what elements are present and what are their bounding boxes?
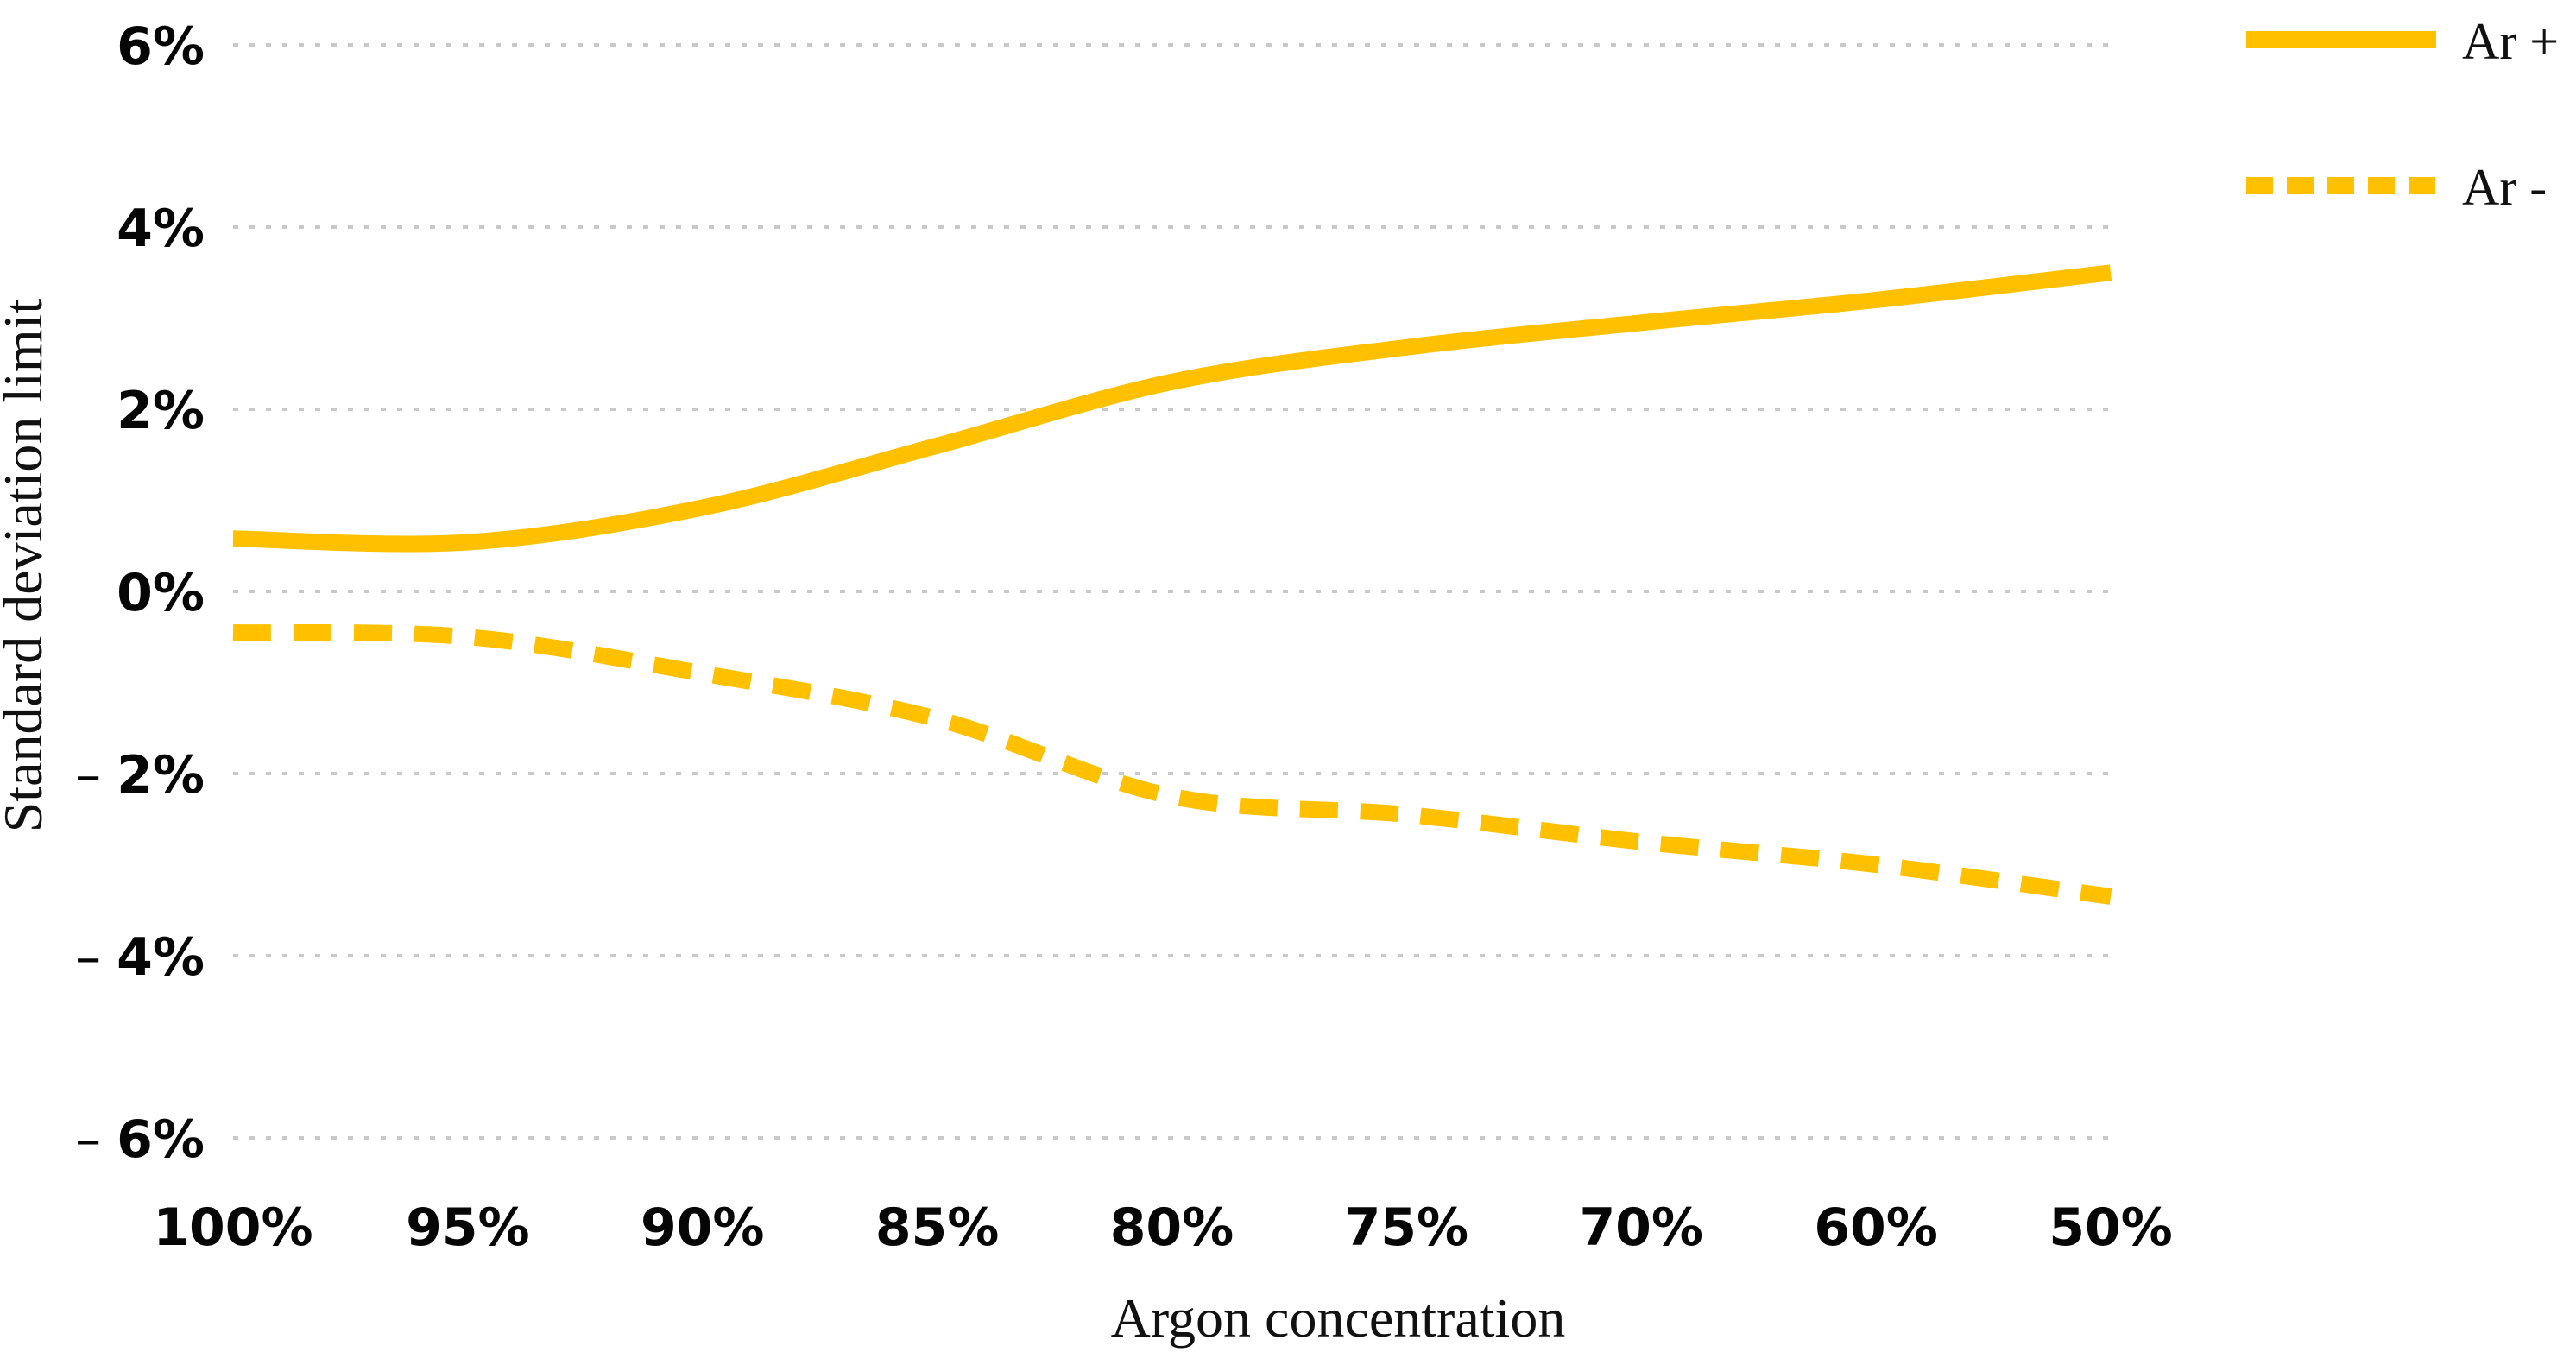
y-tick-label: 0% [117, 563, 205, 623]
x-tick-label: 75% [1345, 1198, 1469, 1258]
legend-label-0: Ar + [2462, 13, 2559, 70]
x-tick-label: 90% [641, 1198, 765, 1258]
x-tick-label: 50% [2049, 1198, 2173, 1258]
y-tick-label: 4% [117, 199, 205, 259]
x-axis-tick-labels: 100% 95% 90% 85% 80% 75% 70% 60% 50% [153, 1198, 2173, 1258]
gridlines [233, 43, 2111, 1140]
x-tick-label: 85% [875, 1198, 1000, 1258]
y-tick-label: 6% [117, 16, 205, 77]
series-lines [232, 264, 2112, 905]
y-axis-title: Standard deviation limit [0, 299, 54, 833]
series-line-0 [232, 264, 2112, 553]
x-tick-label: 70% [1579, 1198, 1703, 1258]
y-tick-label: –2% [75, 745, 205, 806]
legend-label-1: Ar - [2462, 159, 2547, 216]
x-tick-label: 95% [406, 1198, 530, 1258]
legend: Ar + Ar - [2246, 13, 2559, 216]
y-tick-label: 2% [117, 381, 205, 441]
x-tick-label: 80% [1110, 1198, 1234, 1258]
series-line-1 [232, 623, 2112, 905]
x-tick-label: 60% [1814, 1198, 1938, 1258]
x-tick-label: 100% [153, 1198, 313, 1258]
x-axis-title: Argon concentration [1111, 1287, 1566, 1349]
y-tick-label: –4% [75, 927, 205, 988]
y-tick-label: –6% [75, 1109, 205, 1170]
y-axis-tick-labels: 6% 4% 2% 0% – 2% – 4% – 6% [75, 16, 205, 1170]
